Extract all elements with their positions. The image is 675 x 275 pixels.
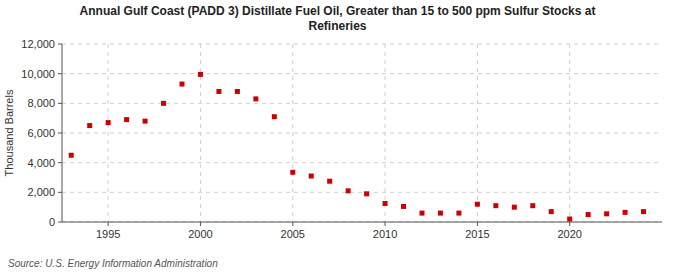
point (106, 120, 111, 125)
point (623, 210, 628, 215)
title-line: Refineries (308, 19, 366, 33)
grid-line (62, 162, 662, 163)
tick (58, 192, 62, 193)
chart: Annual Gulf Coast (PADD 3) Distillate Fu… (0, 0, 675, 275)
tick (58, 103, 62, 104)
point (604, 211, 609, 216)
point (161, 101, 166, 106)
point (69, 153, 74, 158)
tick (58, 222, 62, 223)
grid-line (62, 103, 662, 104)
tick (200, 222, 201, 226)
grid-line (477, 44, 478, 222)
point (290, 170, 295, 175)
point (124, 117, 129, 122)
tick (58, 44, 62, 45)
tick (569, 222, 570, 226)
point (309, 174, 314, 179)
grid-line (569, 44, 570, 222)
grid-line (200, 44, 201, 222)
grid-line (62, 192, 662, 193)
grid-line (385, 44, 386, 222)
tick (58, 133, 62, 134)
tick-label: 6,000 (27, 127, 55, 139)
points (69, 72, 646, 222)
point (549, 209, 554, 214)
point (87, 123, 92, 128)
tick-label: 2015 (465, 228, 489, 240)
grid-line (62, 44, 662, 45)
point (401, 204, 406, 209)
grid-line (62, 73, 662, 74)
point (567, 217, 572, 222)
tick-label: 4,000 (27, 157, 55, 169)
point (327, 179, 332, 184)
grid-line (62, 133, 662, 134)
tick (292, 222, 293, 226)
tick (108, 222, 109, 226)
grid-line (62, 222, 662, 223)
point (143, 119, 148, 124)
point (641, 209, 646, 214)
tick (58, 162, 62, 163)
tick (477, 222, 478, 226)
y-axis-label: Thousand Barrels (3, 89, 15, 176)
grid (62, 44, 662, 222)
point (272, 114, 277, 119)
point (438, 211, 443, 216)
point (364, 191, 369, 196)
point (198, 72, 203, 77)
point (253, 96, 258, 101)
source: Source: U.S. Energy Information Administ… (8, 258, 218, 269)
point (420, 211, 425, 216)
tick-label: 2020 (557, 228, 581, 240)
tick-label: 8,000 (27, 97, 55, 109)
tick (385, 222, 386, 226)
point (493, 203, 498, 208)
tick-label: 0 (49, 216, 55, 228)
point (475, 202, 480, 207)
tick-label: 2005 (281, 228, 305, 240)
tick-label: 12,000 (21, 38, 55, 50)
point (346, 188, 351, 193)
title-line: Annual Gulf Coast (PADD 3) Distillate Fu… (80, 4, 596, 18)
point (512, 205, 517, 210)
tick-label: 10,000 (21, 68, 55, 80)
point (216, 89, 221, 94)
point (586, 212, 591, 217)
x-axis-line (62, 222, 662, 223)
tick-label: 1995 (96, 228, 120, 240)
tick-label: 2000 (188, 228, 212, 240)
tick (58, 73, 62, 74)
point (180, 82, 185, 87)
title: Annual Gulf Coast (PADD 3) Distillate Fu… (80, 4, 596, 33)
point (235, 89, 240, 94)
tick-label: 2010 (373, 228, 397, 240)
point (383, 201, 388, 206)
tick-label: 2,000 (27, 186, 55, 198)
point (530, 203, 535, 208)
point (456, 211, 461, 216)
grid-line (108, 44, 109, 222)
grid-line (292, 44, 293, 222)
